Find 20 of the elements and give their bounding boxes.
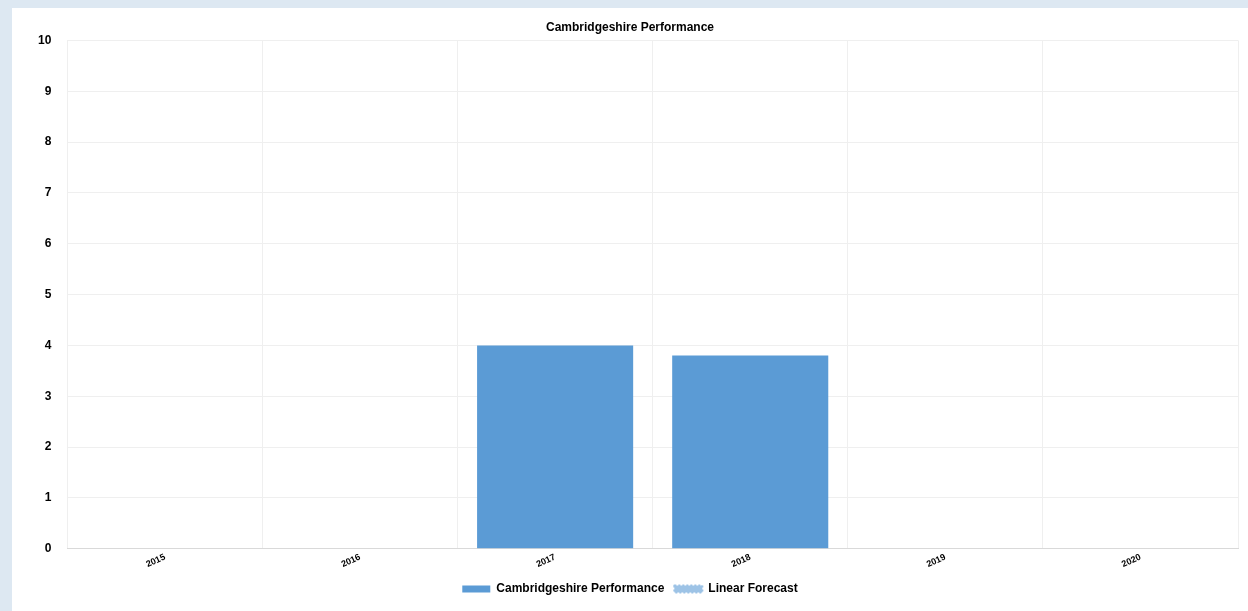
y-tick-label: 1 [44,490,52,505]
y-tick-label: 2 [44,439,52,454]
x-tick-label: 2020 [1119,551,1143,570]
y-tick-label: 10 [37,32,52,47]
y-tick-label: 9 [44,83,52,98]
y-tick-label: 7 [44,185,52,200]
chart-title: Cambridgeshire Performance [545,19,715,34]
y-tick-label: 6 [44,236,52,251]
y-tick-label: 8 [44,134,52,149]
x-tick-label: 2019 [924,551,948,570]
y-tick-label: 3 [44,388,52,403]
x-tick-label: 2017 [534,551,558,570]
legend-label: Cambridgeshire Performance [496,581,665,596]
y-tick-label: 4 [44,337,52,352]
x-tick-label: 2016 [339,551,362,570]
y-tick-label: 5 [44,286,52,301]
x-tick-label: 2015 [144,551,167,570]
x-tick-label: 2018 [729,551,753,570]
y-tick-label: 0 [44,541,52,556]
legend-label: Linear Forecast [708,581,798,596]
